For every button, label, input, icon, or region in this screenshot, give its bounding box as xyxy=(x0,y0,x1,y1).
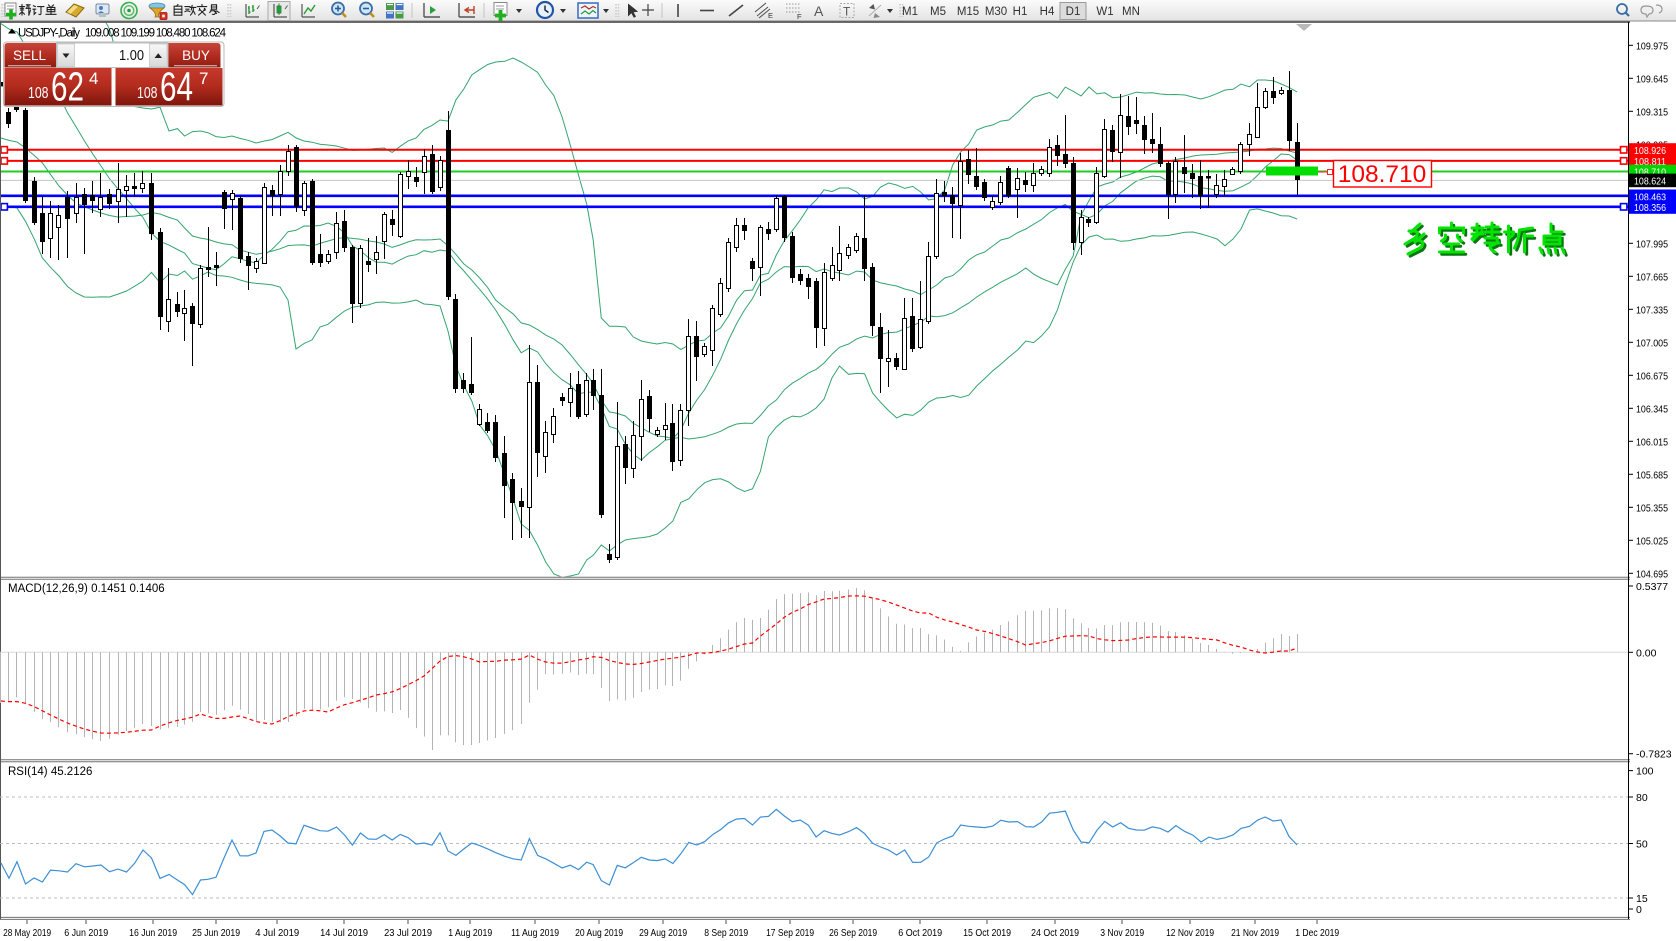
svg-text:17 Sep 2019: 17 Sep 2019 xyxy=(766,927,814,939)
svg-text:25 Jun 2019: 25 Jun 2019 xyxy=(192,927,240,939)
svg-text:MN: MN xyxy=(1122,6,1140,18)
svg-text:H1: H1 xyxy=(1013,6,1028,18)
svg-text:21 Nov 2019: 21 Nov 2019 xyxy=(1231,927,1279,939)
svg-text:107.005: 107.005 xyxy=(1636,337,1668,349)
svg-text:107.335: 107.335 xyxy=(1636,304,1668,316)
svg-text:106.675: 106.675 xyxy=(1636,370,1668,382)
svg-text:24 Oct 2019: 24 Oct 2019 xyxy=(1031,927,1079,939)
svg-text:M1: M1 xyxy=(902,6,918,18)
svg-text:0: 0 xyxy=(1636,904,1642,916)
svg-text:20 Aug 2019: 20 Aug 2019 xyxy=(575,927,623,939)
svg-text:16 Jun 2019: 16 Jun 2019 xyxy=(129,927,177,939)
svg-text:64: 64 xyxy=(160,64,193,110)
svg-text:M15: M15 xyxy=(957,6,979,18)
svg-text:BUY: BUY xyxy=(182,48,210,63)
svg-text:F: F xyxy=(797,12,802,21)
svg-text:26 Sep 2019: 26 Sep 2019 xyxy=(829,927,877,939)
svg-text:108: 108 xyxy=(28,85,49,102)
svg-text:109.008 109.199 108.480 108.62: 109.008 109.199 108.480 108.624 xyxy=(85,28,227,40)
svg-text:8 Sep 2019: 8 Sep 2019 xyxy=(704,927,748,939)
svg-text:108.356: 108.356 xyxy=(1634,202,1666,214)
svg-text:6 Oct 2019: 6 Oct 2019 xyxy=(898,927,942,939)
svg-text:4 Jul 2019: 4 Jul 2019 xyxy=(255,927,299,939)
svg-text:62: 62 xyxy=(51,64,84,110)
svg-text:105.685: 105.685 xyxy=(1636,469,1668,481)
svg-text:M5: M5 xyxy=(930,6,946,18)
svg-text:0.00: 0.00 xyxy=(1636,647,1657,659)
svg-text:12 Nov 2019: 12 Nov 2019 xyxy=(1166,927,1214,939)
svg-text:A: A xyxy=(814,3,824,19)
svg-text:11 Aug 2019: 11 Aug 2019 xyxy=(511,927,559,939)
svg-text:W1: W1 xyxy=(1096,6,1113,18)
svg-text:100: 100 xyxy=(1636,766,1654,778)
svg-text:28 May 2019: 28 May 2019 xyxy=(3,927,51,939)
svg-text:109.315: 109.315 xyxy=(1636,106,1668,118)
svg-text:1 Dec 2019: 1 Dec 2019 xyxy=(1295,927,1339,939)
svg-text:E: E xyxy=(768,11,773,20)
svg-text:7: 7 xyxy=(199,69,208,88)
svg-text:80: 80 xyxy=(1636,792,1648,804)
svg-text:3 Nov 2019: 3 Nov 2019 xyxy=(1100,927,1144,939)
svg-text:SELL: SELL xyxy=(13,48,47,63)
svg-text:MACD(12,26,9) 0.1451 0.1406: MACD(12,26,9) 0.1451 0.1406 xyxy=(8,583,165,595)
svg-text:108: 108 xyxy=(137,85,158,102)
svg-text:109.645: 109.645 xyxy=(1636,73,1668,85)
svg-text:H4: H4 xyxy=(1040,6,1055,18)
svg-text:15: 15 xyxy=(1636,893,1648,905)
svg-text:105.355: 105.355 xyxy=(1636,502,1668,514)
svg-text:108.710: 108.710 xyxy=(1338,161,1427,188)
svg-text:M30: M30 xyxy=(985,6,1007,18)
svg-text:1 Aug 2019: 1 Aug 2019 xyxy=(448,927,492,939)
svg-text:105.025: 105.025 xyxy=(1636,535,1668,547)
svg-text:-0.7823: -0.7823 xyxy=(1636,749,1672,761)
svg-text:RSI(14) 45.2126: RSI(14) 45.2126 xyxy=(8,766,92,778)
svg-text:USDJPY-,Daily: USDJPY-,Daily xyxy=(18,28,80,40)
svg-text:109.975: 109.975 xyxy=(1636,40,1668,52)
svg-text:6 Jun 2019: 6 Jun 2019 xyxy=(64,927,108,939)
svg-text:107.995: 107.995 xyxy=(1636,238,1668,250)
svg-text:1.00: 1.00 xyxy=(119,48,144,64)
svg-text:50: 50 xyxy=(1636,839,1648,851)
svg-text:104.695: 104.695 xyxy=(1636,568,1668,580)
svg-text:29 Aug 2019: 29 Aug 2019 xyxy=(639,927,687,939)
svg-text:D1: D1 xyxy=(1066,6,1081,18)
svg-text:15 Oct 2019: 15 Oct 2019 xyxy=(963,927,1011,939)
svg-text:4: 4 xyxy=(89,69,98,88)
svg-text:14 Jul 2019: 14 Jul 2019 xyxy=(320,927,368,939)
svg-text:108.624: 108.624 xyxy=(1634,176,1666,188)
svg-text:T: T xyxy=(843,5,851,19)
svg-text:23 Jul 2019: 23 Jul 2019 xyxy=(384,927,432,939)
svg-text:107.665: 107.665 xyxy=(1636,271,1668,283)
svg-text:106.015: 106.015 xyxy=(1636,436,1668,448)
svg-text:106.345: 106.345 xyxy=(1636,403,1668,415)
svg-text:0.5377: 0.5377 xyxy=(1636,581,1668,593)
